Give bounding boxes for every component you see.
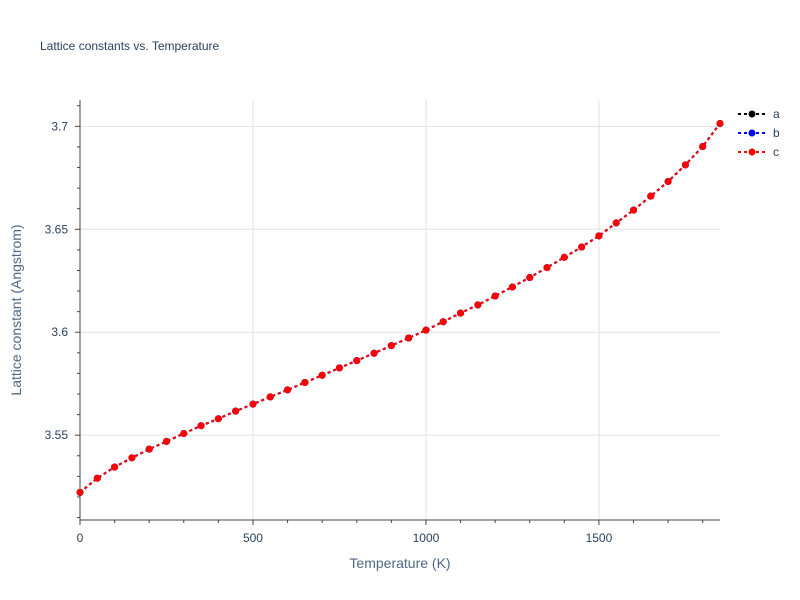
data-point-c — [491, 292, 499, 300]
data-point-c — [647, 192, 655, 200]
legend-label: a — [773, 107, 780, 121]
x-tick-label: 1000 — [413, 531, 440, 545]
legend-swatch-marker — [748, 148, 756, 156]
series-line-a — [79, 122, 721, 494]
axes: 0 500 1000 1500 3.55 3.6 3.65 3.7 — [45, 100, 720, 545]
data-point-c — [474, 301, 482, 309]
legend-item-a[interactable]: a — [738, 107, 780, 121]
legend-item-c[interactable]: c — [738, 145, 779, 159]
y-tick-label: 3.55 — [45, 428, 69, 442]
y-tick-label: 3.6 — [51, 325, 68, 339]
data-point-c — [93, 474, 101, 482]
data-point-c — [578, 243, 586, 251]
y-axis-title: Lattice constant (Angstrom) — [8, 224, 24, 395]
data-point-c — [595, 232, 603, 240]
legend-swatch-marker — [748, 129, 756, 137]
data-point-c — [301, 378, 309, 386]
legend-label: c — [773, 145, 779, 159]
data-point-c — [111, 463, 119, 471]
x-tick-label: 500 — [243, 531, 263, 545]
data-point-c — [197, 422, 205, 430]
grid — [80, 100, 720, 520]
data-point-c — [612, 219, 620, 227]
data-point-c — [560, 253, 568, 261]
data-point-c — [422, 326, 430, 334]
series-line-b — [79, 122, 721, 494]
data-point-c — [699, 143, 707, 151]
chart-title: Lattice constants vs. Temperature — [40, 39, 220, 53]
data-point-c — [335, 364, 343, 372]
data-point-c — [439, 318, 447, 326]
series-group — [76, 119, 724, 496]
x-tick-label: 0 — [77, 531, 84, 545]
data-point-c — [353, 357, 361, 365]
y-tick-label: 3.7 — [51, 119, 68, 133]
data-point-c — [266, 393, 274, 401]
data-point-c — [543, 264, 551, 272]
legend[interactable]: abc — [738, 107, 780, 159]
data-point-c — [214, 415, 222, 423]
legend-swatch-marker — [748, 110, 756, 118]
data-point-c — [370, 349, 378, 357]
data-point-c — [162, 437, 170, 445]
data-point-c — [716, 119, 724, 127]
x-tick-label: 1500 — [586, 531, 613, 545]
series-line-c — [79, 122, 721, 494]
data-point-c — [76, 488, 84, 496]
data-point-c — [180, 430, 188, 438]
data-point-c — [526, 273, 534, 281]
data-point-c — [318, 371, 326, 379]
data-point-c — [681, 161, 689, 169]
y-tick-label: 3.65 — [45, 222, 69, 236]
legend-label: b — [773, 126, 780, 140]
data-point-c — [457, 309, 465, 317]
data-point-c — [232, 407, 240, 415]
data-point-c — [128, 454, 136, 462]
data-point-c — [630, 206, 638, 214]
legend-item-b[interactable]: b — [738, 126, 780, 140]
data-point-c — [249, 400, 257, 408]
x-axis-title: Temperature (K) — [349, 555, 450, 571]
data-point-c — [664, 178, 672, 186]
data-point-c — [405, 334, 413, 342]
data-point-c — [284, 386, 292, 394]
data-point-c — [145, 445, 153, 453]
data-point-c — [508, 283, 516, 291]
data-point-c — [387, 342, 395, 350]
plot-area — [76, 119, 724, 496]
